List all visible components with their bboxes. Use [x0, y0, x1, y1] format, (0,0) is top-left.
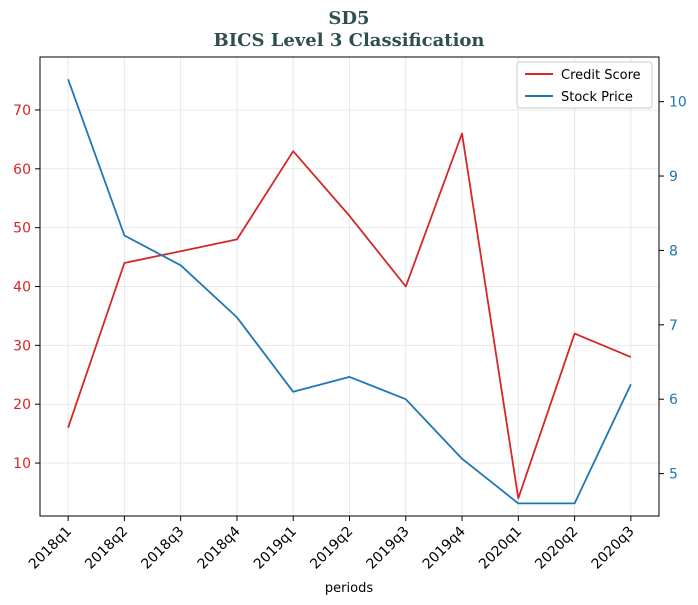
x-axis-label: periods [325, 581, 373, 596]
chart-title: SD5 [328, 8, 369, 29]
y-left-tick-label: 40 [13, 280, 31, 296]
y-right-tick-label: 9 [669, 169, 678, 185]
legend-label: Stock Price [561, 90, 633, 105]
y-left-tick-label: 10 [13, 456, 31, 472]
x-tick-label: 2020q2 [532, 524, 581, 573]
y-left-tick-label: 70 [13, 103, 31, 119]
x-tick-label: 2020q3 [589, 524, 638, 573]
y-left-tick-label: 60 [13, 162, 31, 178]
legend-label: Credit Score [561, 68, 641, 83]
x-tick-label: 2020q1 [476, 524, 525, 573]
y-right-tick-label: 8 [669, 243, 678, 259]
grid [40, 57, 659, 516]
y-right-tick-label: 5 [669, 467, 678, 483]
chart-subtitle: BICS Level 3 Classification [213, 30, 484, 51]
y-left-tick-label: 50 [13, 221, 31, 237]
x-tick-label: 2018q4 [195, 523, 244, 572]
x-tick-label: 2019q4 [420, 523, 469, 572]
x-tick-label: 2019q2 [307, 524, 356, 573]
y-right-tick-label: 7 [669, 318, 678, 334]
x-tick-label: 2018q1 [26, 524, 75, 573]
y-left-tick-label: 30 [13, 338, 31, 354]
y-right-tick-label: 6 [669, 392, 678, 408]
legend: Credit Score Stock Price [516, 61, 653, 109]
series-line-stock-price [67, 78, 632, 505]
x-tick-label: 2019q3 [364, 524, 413, 573]
series-layer [67, 78, 632, 505]
x-tick-label: 2018q3 [138, 524, 187, 573]
y-left-tick-label: 20 [13, 397, 31, 413]
y-right-tick-label: 10 [669, 95, 687, 111]
x-tick-label: 2018q2 [82, 524, 131, 573]
x-tick-label: 2019q1 [251, 524, 300, 573]
